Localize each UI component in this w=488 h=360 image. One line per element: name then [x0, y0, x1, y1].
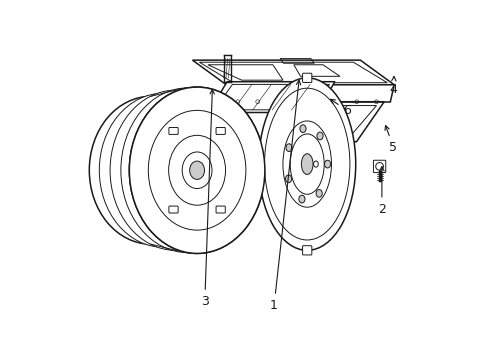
Ellipse shape: [285, 144, 291, 152]
Text: 6: 6: [330, 99, 350, 117]
Ellipse shape: [283, 121, 331, 207]
Ellipse shape: [315, 190, 322, 197]
Ellipse shape: [258, 78, 355, 250]
Ellipse shape: [129, 87, 264, 253]
Ellipse shape: [316, 132, 323, 140]
Text: 4: 4: [389, 76, 397, 96]
Ellipse shape: [99, 93, 226, 247]
FancyBboxPatch shape: [302, 73, 311, 82]
Ellipse shape: [121, 88, 254, 253]
Ellipse shape: [298, 195, 305, 203]
Ellipse shape: [301, 154, 312, 175]
FancyBboxPatch shape: [302, 246, 311, 255]
FancyBboxPatch shape: [373, 160, 385, 172]
Ellipse shape: [110, 90, 241, 250]
Ellipse shape: [299, 125, 305, 132]
FancyBboxPatch shape: [216, 127, 225, 134]
Polygon shape: [208, 82, 334, 112]
Ellipse shape: [89, 96, 212, 244]
Polygon shape: [202, 102, 384, 142]
FancyBboxPatch shape: [216, 206, 225, 213]
Ellipse shape: [189, 161, 204, 179]
Ellipse shape: [285, 175, 291, 183]
FancyBboxPatch shape: [168, 206, 178, 213]
Text: 5: 5: [384, 126, 397, 154]
FancyBboxPatch shape: [168, 127, 178, 134]
Polygon shape: [192, 60, 393, 85]
Text: 2: 2: [377, 167, 385, 216]
Text: 1: 1: [269, 80, 300, 312]
Text: 3: 3: [201, 90, 214, 308]
Ellipse shape: [129, 87, 264, 253]
Ellipse shape: [324, 160, 330, 168]
